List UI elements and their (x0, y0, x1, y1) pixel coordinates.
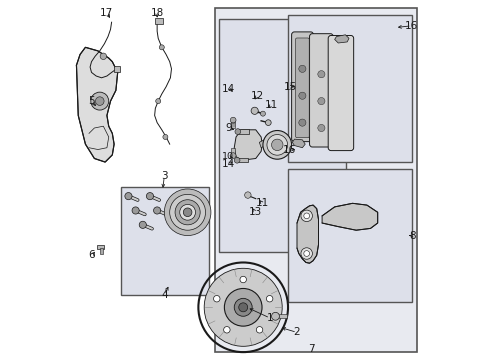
Text: 13: 13 (248, 207, 262, 217)
Circle shape (263, 131, 292, 159)
Bar (215, 8, 417, 352)
Circle shape (147, 193, 153, 200)
Circle shape (214, 296, 220, 302)
Circle shape (224, 288, 262, 326)
Circle shape (164, 189, 211, 235)
Circle shape (139, 221, 147, 228)
Circle shape (180, 204, 196, 220)
Text: 5: 5 (88, 96, 95, 106)
Circle shape (156, 99, 161, 104)
Bar (114, 66, 120, 72)
Circle shape (251, 107, 258, 114)
FancyBboxPatch shape (295, 38, 309, 138)
Polygon shape (259, 137, 271, 148)
Text: 15: 15 (284, 82, 297, 92)
Polygon shape (297, 205, 318, 263)
Circle shape (299, 92, 306, 99)
Circle shape (267, 135, 288, 155)
Circle shape (125, 193, 132, 200)
Polygon shape (335, 35, 349, 43)
Text: 2: 2 (294, 327, 300, 337)
Circle shape (91, 92, 109, 110)
Text: 6: 6 (88, 250, 95, 260)
Circle shape (234, 157, 240, 163)
FancyBboxPatch shape (310, 34, 333, 147)
Circle shape (301, 248, 313, 259)
Text: 9: 9 (225, 123, 232, 133)
Text: 4: 4 (161, 290, 168, 300)
Circle shape (204, 268, 282, 346)
Text: 16: 16 (283, 144, 296, 154)
Circle shape (271, 312, 279, 320)
Text: 17: 17 (100, 8, 114, 18)
Text: 3: 3 (161, 171, 168, 181)
Bar (231, 148, 235, 156)
Circle shape (230, 117, 236, 123)
Circle shape (301, 210, 313, 222)
Circle shape (234, 298, 252, 316)
Circle shape (318, 98, 325, 105)
Circle shape (175, 200, 200, 225)
Circle shape (159, 45, 164, 50)
Circle shape (153, 207, 161, 214)
Bar (100, 248, 103, 254)
Circle shape (266, 120, 271, 126)
Text: 16: 16 (405, 21, 418, 31)
Bar (288, 15, 412, 162)
Circle shape (96, 97, 104, 105)
Polygon shape (234, 130, 262, 160)
Bar (237, 158, 248, 162)
Bar (231, 120, 235, 128)
Text: 7: 7 (308, 343, 315, 354)
Bar (219, 19, 346, 252)
Circle shape (256, 327, 263, 333)
Circle shape (245, 192, 251, 198)
Circle shape (100, 53, 107, 59)
FancyBboxPatch shape (328, 36, 354, 150)
Bar (97, 244, 104, 249)
FancyBboxPatch shape (292, 32, 314, 141)
Polygon shape (322, 203, 378, 230)
Circle shape (304, 213, 310, 219)
Circle shape (183, 208, 192, 217)
Bar (155, 18, 163, 24)
Circle shape (170, 194, 205, 230)
Circle shape (267, 296, 273, 302)
Circle shape (132, 207, 139, 214)
Circle shape (239, 303, 247, 312)
Text: 11: 11 (265, 100, 278, 110)
Text: 11: 11 (256, 198, 269, 208)
Circle shape (163, 134, 168, 139)
Circle shape (230, 153, 236, 158)
Circle shape (223, 327, 230, 333)
Bar (279, 315, 287, 318)
Text: 10: 10 (222, 152, 234, 161)
Text: 12: 12 (251, 91, 264, 101)
Circle shape (318, 71, 325, 78)
Polygon shape (76, 47, 118, 162)
Circle shape (240, 276, 246, 283)
Circle shape (260, 111, 266, 116)
Circle shape (318, 125, 325, 132)
Bar (238, 130, 248, 134)
Polygon shape (293, 139, 305, 148)
Bar (122, 187, 209, 295)
Circle shape (299, 65, 306, 72)
Text: 14: 14 (222, 84, 236, 94)
Text: 14: 14 (222, 159, 236, 169)
Text: 8: 8 (410, 231, 416, 240)
Circle shape (271, 139, 283, 150)
Bar (288, 169, 412, 302)
Text: 18: 18 (150, 8, 164, 18)
Circle shape (235, 129, 241, 134)
Circle shape (304, 251, 310, 256)
Text: 1: 1 (267, 313, 273, 323)
Circle shape (299, 119, 306, 126)
